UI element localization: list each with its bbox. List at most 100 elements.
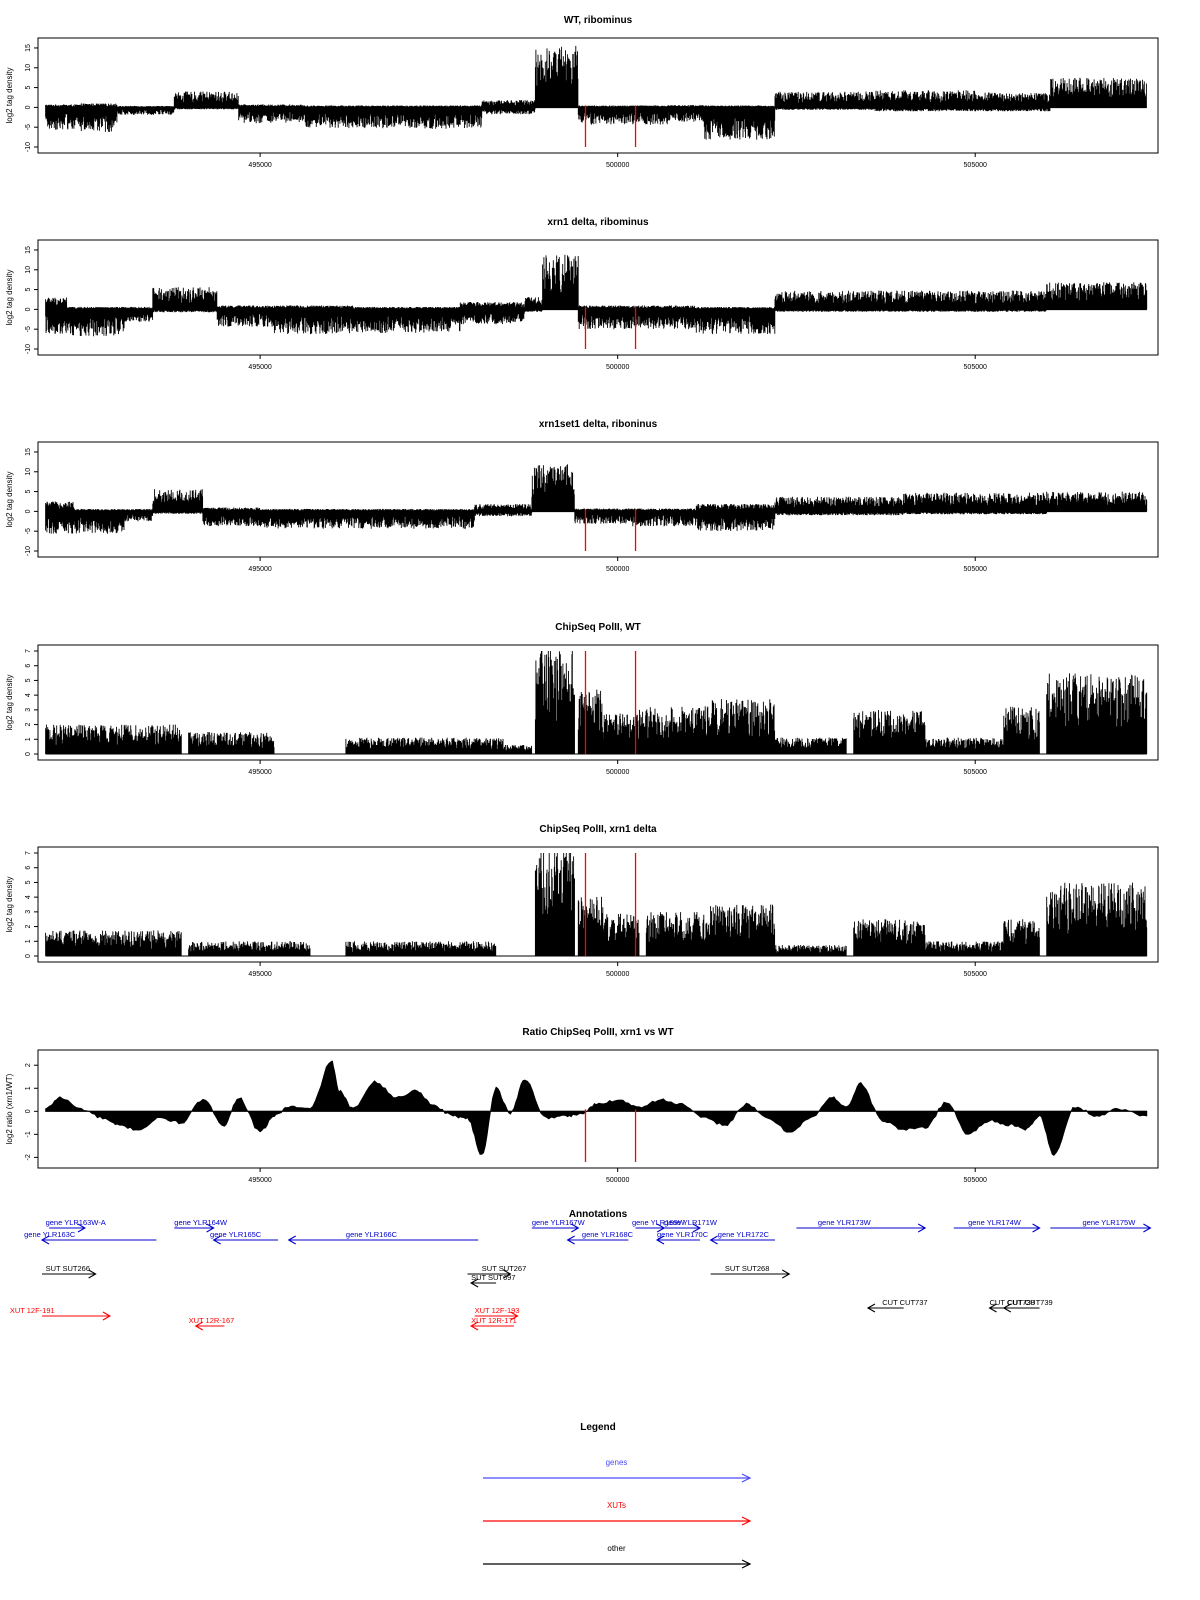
plot-frame [37, 441, 1159, 558]
annotation-feature: SUT SUT268 [710, 1264, 791, 1279]
y-tick-label: -10 [25, 546, 32, 556]
y-tick-label: -2 [25, 1154, 32, 1160]
data-marks [45, 651, 1148, 755]
annotation-feature: gene YLR163C [24, 1230, 157, 1245]
feature-arrowhead [503, 1269, 512, 1279]
panel-3: xrn1set1 delta, riboninus log2 tag densit… [5, 419, 1159, 573]
feature-label: XUT 12R-167 [189, 1316, 235, 1325]
x-tick-label: 500000 [606, 162, 629, 169]
annotation-feature: gene YLR163W-A [46, 1218, 106, 1233]
y-tick-label: -10 [25, 344, 32, 354]
annotation-feature: SUT SUT267 [467, 1264, 526, 1279]
feature-label: gene YLR170C [657, 1230, 709, 1239]
feature-label: CUT CUT737 [882, 1298, 927, 1307]
y-axis-label: log2 ratio (xrn1/WT) [5, 1073, 14, 1144]
annotation-feature: gene YLR174W [953, 1218, 1041, 1233]
data-marks [45, 853, 1148, 957]
feature-label: gene YLR163C [24, 1230, 76, 1239]
x-tick-label: 500000 [606, 971, 629, 978]
feature-label: SUT SUT697 [471, 1273, 515, 1282]
y-tick-label: 0 [25, 954, 32, 958]
data-marks [45, 1060, 1148, 1162]
feature-label: gene YLR166C [346, 1230, 398, 1239]
data-marks [45, 254, 1148, 349]
y-tick-label: 15 [25, 246, 32, 254]
annotation-feature: CUT CUT737 [866, 1298, 928, 1313]
y-tick-label: 0 [25, 307, 32, 311]
y-axis: -10 -5 0 5 10 15 [25, 448, 38, 556]
y-axis: -10 -5 0 5 10 15 [25, 246, 38, 354]
y-tick-label: 5 [25, 86, 32, 90]
feature-arrowhead [88, 1269, 97, 1279]
feature-label: SUT SUT267 [482, 1264, 526, 1273]
panel-title: ChipSeq PolII, WT [555, 622, 641, 633]
feature-arrowhead [1032, 1223, 1041, 1233]
annotation-feature: XUT 12F-193 [474, 1306, 520, 1321]
x-axis: 495000 500000 505000 [248, 355, 987, 371]
plot-frame [37, 239, 1159, 356]
x-tick-label: 495000 [248, 971, 271, 978]
feature-arrowhead [102, 1311, 112, 1321]
x-axis: 495000 500000 505000 [248, 962, 987, 978]
feature-arrowhead [655, 1235, 665, 1245]
annotation-feature: gene YLR172C [709, 1230, 775, 1245]
signal-bars [45, 254, 1148, 337]
annotation-feature: SUT SUT266 [42, 1264, 97, 1279]
plot-frame [37, 1049, 1159, 1169]
feature-arrowhead [1002, 1303, 1012, 1313]
feature-label: gene YLR163W-A [46, 1218, 106, 1227]
annotation-feature: gene YLR171W [664, 1218, 718, 1233]
panel-title: WT, ribominus [564, 15, 633, 26]
annotation-feature: gene YLR168C [566, 1230, 634, 1245]
feature-arrowhead [782, 1269, 791, 1279]
y-tick-label: 10 [25, 64, 32, 72]
feature-arrowhead [1143, 1223, 1152, 1233]
feature-arrowhead [469, 1278, 479, 1288]
y-tick-label: 5 [25, 880, 32, 884]
signal-bars [45, 45, 1147, 140]
feature-arrowhead [510, 1311, 519, 1321]
x-axis: 495000 500000 505000 [248, 1168, 987, 1184]
y-tick-label: 7 [25, 649, 32, 653]
y-tick-label: 4 [25, 895, 32, 899]
y-tick-label: 3 [25, 910, 32, 914]
panel-6: Ratio ChipSeq PolII, xrn1 vs WT log2 rati… [5, 1027, 1159, 1184]
feature-arrowhead [77, 1223, 87, 1233]
track-panels: WT, ribominus log2 tag density -10-5051015… [5, 15, 1159, 1184]
x-tick-label: 495000 [248, 1177, 271, 1184]
feature-label: gene YLR168C [582, 1230, 634, 1239]
x-axis: 495000 500000 505000 [248, 557, 987, 573]
y-tick-label: 1 [25, 939, 32, 943]
feature-label: SUT SUT266 [46, 1264, 90, 1273]
ratio-area [45, 1060, 1148, 1157]
feature-arrowhead [206, 1223, 215, 1233]
feature-label: gene YLR172C [718, 1230, 770, 1239]
y-tick-label: 0 [25, 105, 32, 109]
feature-label: gene YLR174W [968, 1218, 1022, 1227]
y-axis-label: log2 tag density [5, 471, 14, 527]
feature-label: CUT CUT739 [1007, 1298, 1052, 1307]
feature-label: XUT 12R-171 [471, 1316, 517, 1325]
x-tick-label: 500000 [606, 364, 629, 371]
annotation-feature: gene YLR165C [210, 1230, 278, 1245]
x-tick-label: 505000 [964, 769, 987, 776]
annotation-feature: XUT 12R-171 [469, 1316, 517, 1331]
feature-label: gene YLR175W [1082, 1218, 1136, 1227]
data-marks [45, 464, 1148, 551]
y-tick-label: 7 [25, 851, 32, 855]
x-tick-label: 500000 [606, 769, 629, 776]
feature-label: gene YLR169W [632, 1218, 686, 1227]
feature-arrowhead [692, 1223, 702, 1233]
signal-bars [45, 651, 1148, 754]
legend-arrowhead [741, 1559, 752, 1569]
y-axis-label: log2 tag density [5, 674, 14, 730]
y-tick-label: 0 [25, 1109, 32, 1113]
panel-5: ChipSeq PolII, xrn1 delta log2 tag densit… [5, 824, 1159, 978]
y-tick-label: 15 [25, 44, 32, 52]
signal-bars [45, 853, 1148, 956]
y-tick-label: 1 [25, 737, 32, 741]
x-tick-label: 495000 [248, 364, 271, 371]
feature-label: SUT SUT268 [725, 1264, 769, 1273]
y-tick-label: 2 [25, 925, 32, 929]
data-marks [45, 45, 1147, 147]
